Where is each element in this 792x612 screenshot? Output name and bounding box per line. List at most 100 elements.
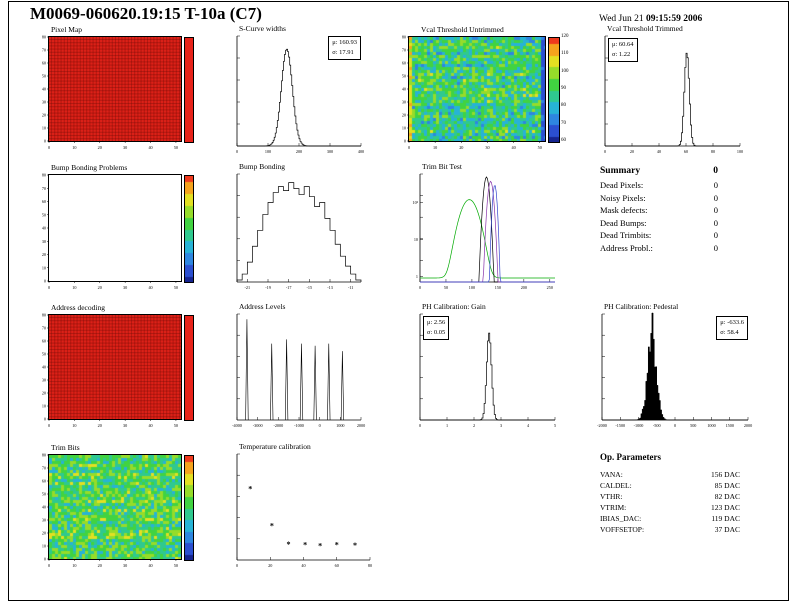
summary-row-label: Dead Bumps: <box>600 217 647 228</box>
ph-pedestal-stat-sigma: σ: 58.4 <box>720 328 739 336</box>
address-levels-title: Address Levels <box>239 302 286 311</box>
summary-row-value: 0 <box>713 242 718 253</box>
ph-pedestal-stat-mean: μ: -633.6 <box>720 319 744 326</box>
panel-bump-bonding: Bump Bonding -21 -19 -17 -15 -13 -11 <box>236 162 362 290</box>
bump-problems-heatmap <box>49 175 181 281</box>
scurve-stat-mean: μ: 160.93 <box>332 39 357 46</box>
address-decoding-colorbar <box>184 315 194 421</box>
summary-row-value: 0 <box>713 217 718 228</box>
vcal-trimmed-plot: 0 20 40 60 80 100 <box>604 35 743 154</box>
colorbar-tick-label: 80 <box>561 103 566 109</box>
report-datetime: Wed Jun 21 09:15:59 2006 <box>599 14 702 24</box>
temp-cal-plot: 0 20 40 60 80*** * * * * <box>236 453 372 568</box>
op-parameter-row: CALDEL: 85 DAC <box>600 480 740 491</box>
panel-pixel-map: Pixel Map 0 10 20 30 40 50 0 10 20 30 40 50 60 70 80 <box>42 25 194 150</box>
panel-vcal-trimmed: Vcal Threshold Trimmed 0 20 40 60 80 100 μ: 6… <box>604 24 743 154</box>
colorbar-tick-label: 100 <box>561 68 569 74</box>
summary-row-label: Dead Trimbits: <box>600 230 652 240</box>
address-levels-plot: -4000 -3000 -2000 -1000 0 1000 2000 <box>232 313 365 428</box>
colorbar-tick-label: 60 <box>561 138 566 143</box>
op-parameter-label: VOFFSETOP: <box>600 525 645 534</box>
op-parameter-label: VANA: <box>600 470 623 479</box>
op-parameter-value: 85 DAC <box>714 481 740 490</box>
temp-cal-title: Temperature calibration <box>239 442 311 451</box>
op-parameter-label: IBIAS_DAC: <box>600 514 642 523</box>
trim-bit-test-title: Trim Bit Test <box>422 162 462 171</box>
panel-address-levels: Address Levels -4000 -3000 -2000 -1000 0 1000… <box>232 302 365 428</box>
address-decoding-heatmap <box>49 315 181 419</box>
summary-row: Dead Trimbits: 0 <box>600 229 718 242</box>
summary-title: Summary <box>600 166 641 176</box>
op-parameter-row: VANA: 156 DAC <box>600 469 740 480</box>
ph-pedestal-stats-box: μ: -633.6 σ: 58.4 <box>716 316 748 340</box>
panel-ph-pedestal: PH Calibration: Pedestal -2000 -1500 -1000… <box>597 302 752 428</box>
panel-address-decoding: Address decoding 0 10 20 30 40 50 0 10 20 30 40 50 6… <box>42 303 194 428</box>
op-parameter-value: 156 DAC <box>711 470 740 479</box>
op-parameter-row: VOFFSETOP: 37 DAC <box>600 524 740 535</box>
ph-pedestal-title: PH Calibration: Pedestal <box>604 302 679 311</box>
op-parameter-label: VTRIM: <box>600 503 627 512</box>
summary-row: Dead Bumps: 0 <box>600 217 718 230</box>
summary-row-label: Mask defects: <box>600 205 648 215</box>
vcal-trimmed-stat-sigma: σ: 1.22 <box>612 50 631 58</box>
summary-row-value: 0 <box>713 180 718 190</box>
trim-bits-colorbar <box>184 455 194 561</box>
summary-block: Summary 0 Dead Pixels: 0 Noisy Pixels: 0 M… <box>600 166 718 254</box>
report-time: 09:15:59 2006 <box>646 14 703 24</box>
vcal-untrimmed-heatmap <box>409 37 545 141</box>
panel-trim-bit-test: Trim Bit Test 0 50 100 150 200 250 1 10 10² <box>413 162 555 290</box>
pixel-map-heatmap <box>49 37 181 141</box>
vcal-trimmed-stat-mean: μ: 60.64 <box>612 41 634 48</box>
summary-row: Address Probl.: 0 <box>600 242 718 255</box>
svg-text:*: * <box>248 484 252 493</box>
bump-bonding-title: Bump Bonding <box>239 162 286 171</box>
ph-gain-stat-mean: μ: 2.56 <box>427 319 446 326</box>
panel-bump-bonding-problems: Bump Bonding Problems 0 10 20 30 40 50 0 10 20 30… <box>42 163 194 290</box>
summary-row: Mask defects: 0 <box>600 204 718 217</box>
bump-problems-colorbar <box>184 175 194 283</box>
op-parameter-row: VTRIM: 123 DAC <box>600 502 740 513</box>
pixel-map-colorbar <box>184 37 194 143</box>
vcal-trimmed-stats-box: μ: 60.64 σ: 1.22 <box>608 38 638 62</box>
ph-gain-stats-box: μ: 2.56 σ: 0.05 <box>423 316 450 340</box>
vcal-trimmed-title: Vcal Threshold Trimmed <box>607 24 683 33</box>
colorbar-tick-label: 120 <box>561 34 569 39</box>
scurve-stats-box: μ: 160.93 σ: 17.91 <box>328 36 361 60</box>
trim-bits-title: Trim Bits <box>51 443 80 452</box>
summary-row-value: 0 <box>713 205 718 215</box>
panel-vcal-untrimmed: Vcal Threshold Untrimmed 0 10 20 30 40 50 0 10 2… <box>402 25 569 150</box>
op-parameter-label: CALDEL: <box>600 481 632 490</box>
bump-problems-title: Bump Bonding Problems <box>51 163 128 172</box>
svg-text:*: * <box>318 541 322 550</box>
ph-gain-title: PH Calibration: Gain <box>422 302 486 311</box>
op-parameters-block: Op. Parameters VANA: 156 DAC CALDEL: 85 DA… <box>600 452 740 535</box>
bump-bonding-plot: -21 -19 -17 -15 -13 -11 <box>236 173 362 290</box>
colorbar-tick-label: 110 <box>561 51 569 57</box>
panel-scurve-widths: S-Curve widths 0 100 200 300 400 μ: 160.93 σ… <box>236 24 364 154</box>
ph-gain-stat-sigma: σ: 0.05 <box>427 328 446 336</box>
op-parameter-value: 123 DAC <box>711 503 740 512</box>
pixel-map-title: Pixel Map <box>51 25 83 34</box>
panel-trim-bits: Trim Bits 0 10 20 30 40 50 0 10 20 30 40 50 60 70 80 <box>42 443 194 568</box>
trim-bits-heatmap <box>49 455 181 559</box>
op-parameter-value: 37 DAC <box>714 525 740 534</box>
report-date: Wed Jun 21 <box>599 14 646 24</box>
vcal-untrimmed-colorbar <box>548 37 560 143</box>
op-parameter-value: 119 DAC <box>711 514 740 523</box>
summary-header: Summary 0 <box>600 166 718 176</box>
svg-text:*: * <box>270 522 274 531</box>
summary-row: Dead Pixels: 0 <box>600 179 718 192</box>
op-parameter-row: VTHR: 82 DAC <box>600 491 740 502</box>
address-decoding-title: Address decoding <box>51 303 105 312</box>
scurve-title: S-Curve widths <box>239 24 286 33</box>
colorbar-tick-label: 90 <box>561 86 566 91</box>
op-parameters-title: Op. Parameters <box>600 452 661 462</box>
op-parameter-value: 82 DAC <box>714 492 740 501</box>
summary-row-label: Address Probl.: <box>600 242 653 253</box>
scurve-stat-sigma: σ: 17.91 <box>332 48 354 56</box>
vcal-untrimmed-title: Vcal Threshold Untrimmed <box>421 25 504 34</box>
svg-text:*: * <box>335 541 339 550</box>
